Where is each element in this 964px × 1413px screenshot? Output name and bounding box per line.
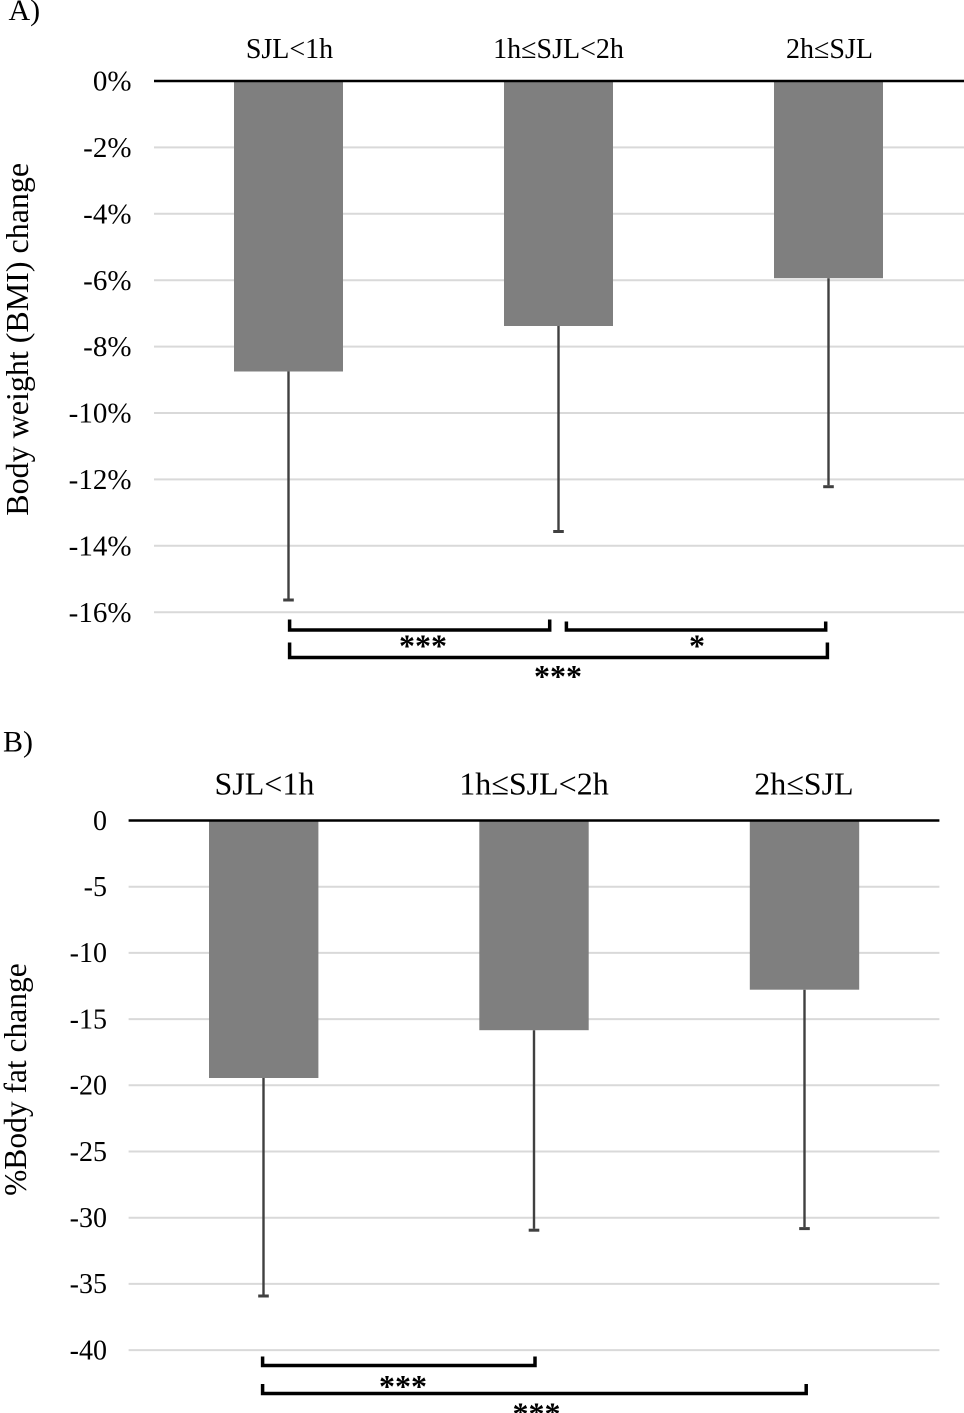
- svg-text:1h≤SJL<2h: 1h≤SJL<2h: [459, 766, 608, 802]
- svg-text:0: 0: [93, 806, 107, 837]
- svg-text:-35: -35: [70, 1269, 107, 1300]
- svg-text:-4%: -4%: [83, 198, 131, 230]
- svg-text:***: ***: [513, 1396, 561, 1413]
- svg-text:-8%: -8%: [83, 331, 131, 363]
- svg-text:-16%: -16%: [69, 597, 132, 629]
- svg-text:-10: -10: [70, 938, 107, 969]
- svg-text:SJL<1h: SJL<1h: [246, 34, 333, 65]
- svg-text:-2%: -2%: [83, 132, 131, 164]
- svg-text:A): A): [9, 0, 41, 27]
- svg-text:-14%: -14%: [69, 530, 132, 562]
- svg-text:-12%: -12%: [69, 464, 132, 496]
- svg-text:2h≤SJL: 2h≤SJL: [754, 766, 853, 802]
- svg-text:***: ***: [534, 658, 582, 694]
- svg-text:***: ***: [399, 628, 447, 664]
- svg-text:-15: -15: [70, 1004, 107, 1035]
- svg-text:-20: -20: [70, 1071, 107, 1102]
- svg-text:Body weight (BMI) change: Body weight (BMI) change: [0, 163, 35, 516]
- svg-text:2h≤SJL: 2h≤SJL: [786, 34, 873, 65]
- svg-text:-10%: -10%: [69, 398, 132, 430]
- svg-text:1h≤SJL<2h: 1h≤SJL<2h: [493, 34, 624, 65]
- svg-text:-30: -30: [70, 1203, 107, 1234]
- svg-text:-40: -40: [70, 1335, 107, 1366]
- svg-text:-25: -25: [70, 1137, 107, 1168]
- svg-text:-6%: -6%: [83, 265, 131, 297]
- svg-text:-5: -5: [84, 872, 107, 903]
- svg-text:0%: 0%: [93, 66, 132, 98]
- svg-text:%Body fat change: %Body fat change: [0, 963, 33, 1196]
- svg-text:SJL<1h: SJL<1h: [214, 766, 314, 802]
- svg-text:*: *: [689, 628, 705, 664]
- svg-text:B): B): [3, 726, 33, 759]
- svg-text:***: ***: [379, 1368, 427, 1404]
